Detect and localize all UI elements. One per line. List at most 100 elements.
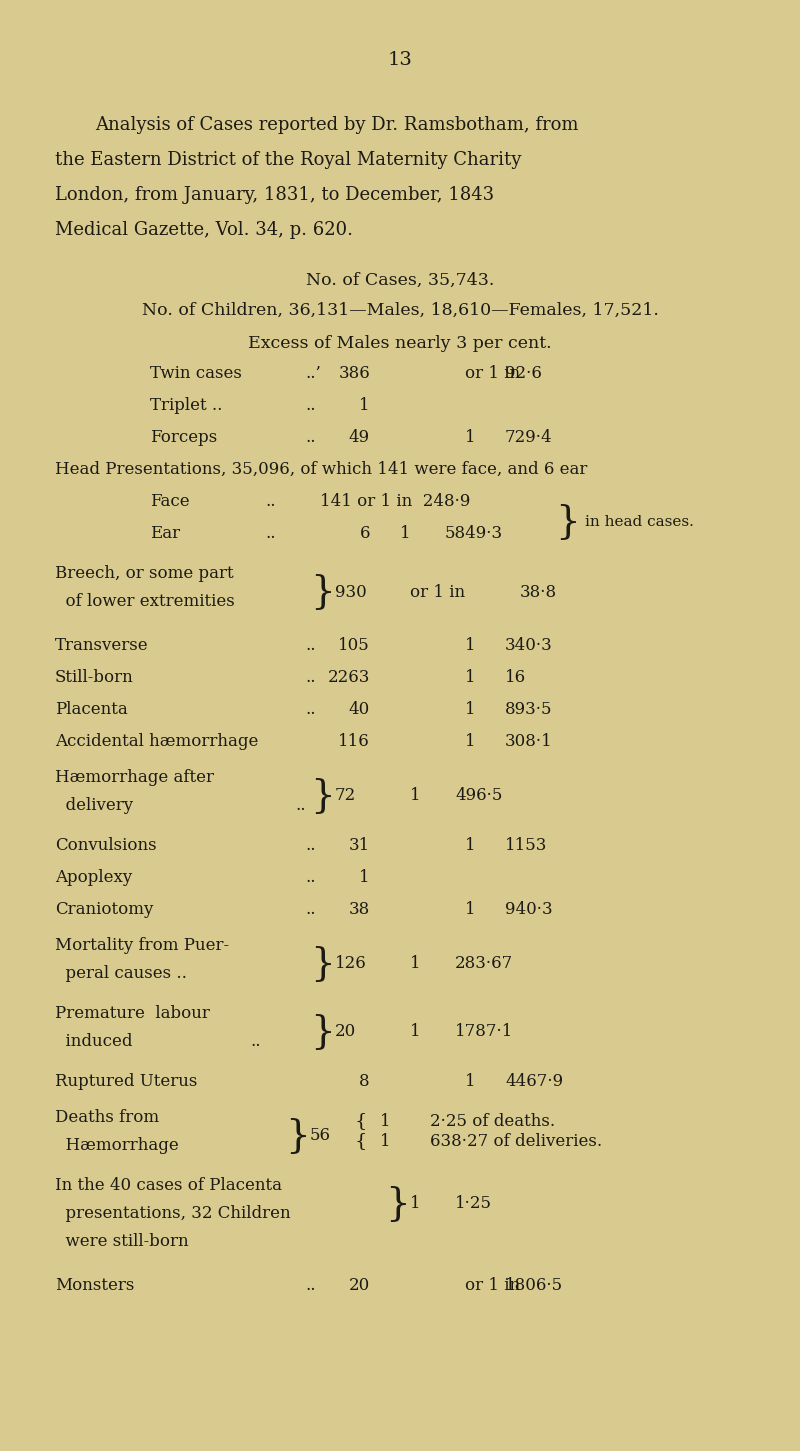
Text: 638·27 of deliveries.: 638·27 of deliveries. bbox=[430, 1133, 602, 1151]
Text: 72: 72 bbox=[335, 788, 356, 804]
Text: 940·3: 940·3 bbox=[505, 901, 553, 918]
Text: ..: .. bbox=[305, 669, 315, 686]
Text: Breech, or some part: Breech, or some part bbox=[55, 564, 234, 582]
Text: 1: 1 bbox=[465, 837, 476, 855]
Text: Deaths from: Deaths from bbox=[55, 1109, 159, 1126]
Text: 1: 1 bbox=[410, 788, 421, 804]
Text: Ruptured Uterus: Ruptured Uterus bbox=[55, 1072, 198, 1090]
Text: In the 40 cases of Placenta: In the 40 cases of Placenta bbox=[55, 1177, 282, 1194]
Text: ..: .. bbox=[265, 525, 275, 543]
Text: Analysis of Cases reported by Dr. Ramsbotham, from: Analysis of Cases reported by Dr. Ramsbo… bbox=[95, 116, 578, 133]
Text: 1: 1 bbox=[465, 701, 476, 718]
Text: 40: 40 bbox=[349, 701, 370, 718]
Text: Head Presentations, 35,096, of which 141 were face, and 6 ear: Head Presentations, 35,096, of which 141… bbox=[55, 461, 587, 477]
Text: {: { bbox=[355, 1111, 367, 1130]
Text: 20: 20 bbox=[349, 1277, 370, 1294]
Text: }: } bbox=[555, 503, 580, 541]
Text: 2263: 2263 bbox=[328, 669, 370, 686]
Text: ..: .. bbox=[305, 429, 315, 445]
Text: No. of Children, 36,131—Males, 18,610—Females, 17,521.: No. of Children, 36,131—Males, 18,610—Fe… bbox=[142, 302, 658, 319]
Text: Monsters: Monsters bbox=[55, 1277, 134, 1294]
Text: Accidental hæmorrhage: Accidental hæmorrhage bbox=[55, 733, 258, 750]
Text: 20: 20 bbox=[335, 1023, 356, 1040]
Text: Placenta: Placenta bbox=[55, 701, 128, 718]
Text: 38: 38 bbox=[349, 901, 370, 918]
Text: 49: 49 bbox=[349, 429, 370, 445]
Text: Transverse: Transverse bbox=[55, 637, 149, 654]
Text: Face: Face bbox=[150, 493, 190, 509]
Text: ..: .. bbox=[305, 701, 315, 718]
Text: 1: 1 bbox=[410, 956, 421, 972]
Text: 1: 1 bbox=[465, 669, 476, 686]
Text: the Eastern District of the Royal Maternity Charity: the Eastern District of the Royal Matern… bbox=[55, 151, 522, 168]
Text: ..: .. bbox=[305, 837, 315, 855]
Text: 1: 1 bbox=[465, 1072, 476, 1090]
Text: 1: 1 bbox=[465, 429, 476, 445]
Text: London, from January, 1831, to December, 1843: London, from January, 1831, to December,… bbox=[55, 186, 494, 205]
Text: or 1 in: or 1 in bbox=[410, 583, 465, 601]
Text: Triplet ..: Triplet .. bbox=[150, 398, 222, 414]
Text: Apoplexy: Apoplexy bbox=[55, 869, 132, 887]
Text: 116: 116 bbox=[338, 733, 370, 750]
Text: 893·5: 893·5 bbox=[505, 701, 553, 718]
Text: ..: .. bbox=[305, 869, 315, 887]
Text: }: } bbox=[310, 1013, 334, 1051]
Text: delivery: delivery bbox=[55, 797, 133, 814]
Text: 1: 1 bbox=[359, 869, 370, 887]
Text: 1: 1 bbox=[359, 398, 370, 414]
Text: Hæmorrhage after: Hæmorrhage after bbox=[55, 769, 214, 786]
Text: ..’: ..’ bbox=[305, 366, 321, 382]
Text: Mortality from Puer-: Mortality from Puer- bbox=[55, 937, 229, 953]
Text: Premature  labour: Premature labour bbox=[55, 1006, 210, 1022]
Text: 2·25 of deaths.: 2·25 of deaths. bbox=[430, 1113, 555, 1130]
Text: ..: .. bbox=[305, 398, 315, 414]
Text: ..: .. bbox=[305, 901, 315, 918]
Text: 1806·5: 1806·5 bbox=[505, 1277, 563, 1294]
Text: 141 or 1 in  248·9: 141 or 1 in 248·9 bbox=[320, 493, 470, 509]
Text: 1: 1 bbox=[465, 901, 476, 918]
Text: No. of Cases, 35,743.: No. of Cases, 35,743. bbox=[306, 271, 494, 289]
Text: 1: 1 bbox=[380, 1133, 390, 1151]
Text: 4467·9: 4467·9 bbox=[505, 1072, 563, 1090]
Text: induced: induced bbox=[55, 1033, 133, 1051]
Text: }: } bbox=[310, 778, 334, 814]
Text: presentations, 32 Children: presentations, 32 Children bbox=[55, 1204, 290, 1222]
Text: Medical Gazette, Vol. 34, p. 620.: Medical Gazette, Vol. 34, p. 620. bbox=[55, 221, 353, 239]
Text: Forceps: Forceps bbox=[150, 429, 218, 445]
Text: 38·8: 38·8 bbox=[520, 583, 557, 601]
Text: ..: .. bbox=[265, 493, 275, 509]
Text: }: } bbox=[310, 946, 334, 982]
Text: 1787·1: 1787·1 bbox=[455, 1023, 514, 1040]
Text: 340·3: 340·3 bbox=[505, 637, 553, 654]
Text: Still-born: Still-born bbox=[55, 669, 134, 686]
Text: 1: 1 bbox=[400, 525, 410, 543]
Text: 1: 1 bbox=[410, 1196, 421, 1213]
Text: 729·4: 729·4 bbox=[505, 429, 553, 445]
Text: 1: 1 bbox=[380, 1113, 390, 1130]
Text: ..: .. bbox=[295, 797, 306, 814]
Text: peral causes ..: peral causes .. bbox=[55, 965, 187, 982]
Text: 1: 1 bbox=[410, 1023, 421, 1040]
Text: 283·67: 283·67 bbox=[455, 956, 514, 972]
Text: ..: .. bbox=[305, 637, 315, 654]
Text: }: } bbox=[285, 1117, 310, 1155]
Text: 105: 105 bbox=[338, 637, 370, 654]
Text: in head cases.: in head cases. bbox=[585, 515, 694, 530]
Text: 496·5: 496·5 bbox=[455, 788, 502, 804]
Text: 6: 6 bbox=[359, 525, 370, 543]
Text: Convulsions: Convulsions bbox=[55, 837, 157, 855]
Text: 1: 1 bbox=[465, 733, 476, 750]
Text: Craniotomy: Craniotomy bbox=[55, 901, 154, 918]
Text: Excess of Males nearly 3 per cent.: Excess of Males nearly 3 per cent. bbox=[248, 335, 552, 353]
Text: 92·6: 92·6 bbox=[505, 366, 542, 382]
Text: 13: 13 bbox=[387, 51, 413, 70]
Text: 8: 8 bbox=[359, 1072, 370, 1090]
Text: of lower extremities: of lower extremities bbox=[55, 593, 234, 609]
Text: 56: 56 bbox=[310, 1127, 331, 1145]
Text: 31: 31 bbox=[349, 837, 370, 855]
Text: ..: .. bbox=[305, 1277, 315, 1294]
Text: 386: 386 bbox=[338, 366, 370, 382]
Text: 126: 126 bbox=[335, 956, 366, 972]
Text: Hæmorrhage: Hæmorrhage bbox=[55, 1138, 178, 1154]
Text: 5849·3: 5849·3 bbox=[445, 525, 503, 543]
